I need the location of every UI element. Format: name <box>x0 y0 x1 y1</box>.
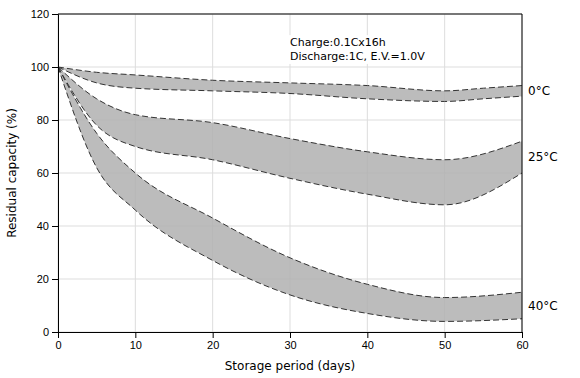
grid-line <box>58 67 522 68</box>
tick-label: 120 <box>31 8 49 20</box>
annotation-line: Discharge:1C, E.V.=1.0V <box>290 50 425 63</box>
lower-line <box>58 67 522 321</box>
annotation-line: Charge:0.1Cx16h <box>290 36 386 49</box>
tick: 30 <box>284 332 296 351</box>
marks <box>58 67 522 321</box>
axis-line <box>59 333 523 339</box>
tick-label: 0 <box>55 339 61 351</box>
tick: 100 <box>31 61 58 73</box>
tick-label: 80 <box>37 114 49 126</box>
grid-line <box>522 14 523 332</box>
axis-line <box>52 15 59 333</box>
tick-mark <box>367 332 368 338</box>
plot: 0 10 20 30 40 50 60 0 20 40 60 80 100 120 0°C 25°C 40°C S… <box>5 8 558 373</box>
tick: 80 <box>37 114 58 126</box>
tick-mark <box>52 279 58 280</box>
tick-mark <box>445 332 446 338</box>
tick-mark <box>52 120 58 121</box>
tick-mark <box>290 332 291 338</box>
tick: 50 <box>439 332 451 351</box>
tick-mark <box>135 332 136 338</box>
tick-mark <box>213 332 214 338</box>
tick-mark <box>52 173 58 174</box>
tick: 20 <box>207 332 219 351</box>
annotation-box <box>288 35 427 64</box>
tick-mark <box>522 332 523 338</box>
upper-line <box>58 67 522 160</box>
chart: 0 10 20 30 40 50 60 0 20 40 60 80 100 120 0°C 25°C 40°C S… <box>0 0 580 378</box>
x-axis-title: Storage period (days) <box>225 359 356 373</box>
upper-line <box>58 67 522 298</box>
band <box>58 67 522 321</box>
annotation: Charge:0.1Cx16hDischarge:1C, E.V.=1.0V <box>290 36 425 63</box>
series-label: 40°C <box>528 299 558 313</box>
frame <box>522 14 523 332</box>
tick-label: 0 <box>43 326 49 338</box>
y-axis-title: Residual capacity (%) <box>5 108 19 238</box>
tick-mark <box>52 67 58 68</box>
tick: 60 <box>37 167 58 179</box>
series-label: 0°C <box>528 84 550 98</box>
tick-label: 40 <box>362 339 374 351</box>
grid-line <box>58 14 522 15</box>
grid-line <box>58 226 522 227</box>
tick-mark <box>52 14 58 15</box>
tick: 40 <box>37 220 58 232</box>
tick-mark <box>52 226 58 227</box>
tick-label: 60 <box>37 167 49 179</box>
tick: 20 <box>37 273 58 285</box>
y-axis: 0 20 40 60 80 100 120 <box>31 8 59 338</box>
lower-line <box>58 67 522 101</box>
frame <box>58 14 522 15</box>
x-axis: 0 10 20 30 40 50 60 <box>55 332 528 351</box>
tick-label: 20 <box>207 339 219 351</box>
band <box>58 67 522 101</box>
tick-label: 100 <box>31 61 49 73</box>
grid <box>58 14 522 332</box>
tick: 40 <box>362 332 374 351</box>
tick-label: 60 <box>516 339 528 351</box>
tick-label: 10 <box>130 339 142 351</box>
tick-mark <box>52 332 58 333</box>
series-label: 25°C <box>528 150 558 164</box>
tick-label: 20 <box>37 273 49 285</box>
tick-label: 30 <box>284 339 296 351</box>
tick-label: 50 <box>439 339 451 351</box>
tick-label: 40 <box>37 220 49 232</box>
tick: 0 <box>55 332 61 351</box>
tick: 0 <box>43 326 58 338</box>
tick: 120 <box>31 8 58 20</box>
tick: 10 <box>130 332 142 351</box>
tick: 60 <box>516 332 528 351</box>
